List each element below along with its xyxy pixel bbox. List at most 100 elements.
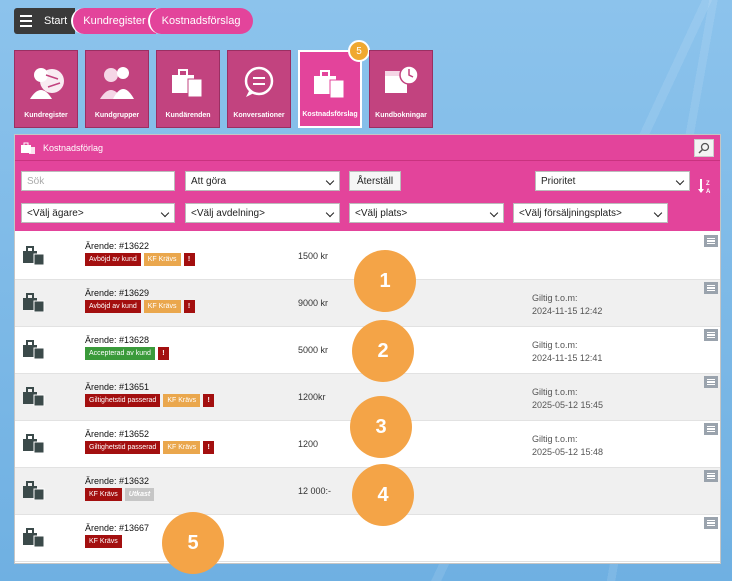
alert-badge: ! [183, 300, 195, 313]
briefcase-docs-icon [314, 70, 345, 99]
chat-bubble-icon [244, 66, 274, 97]
briefcase-icon [23, 528, 45, 547]
status-badges: KF Krävs Utkast [85, 488, 155, 501]
tile-label: Kundärenden [165, 112, 211, 119]
amount: 1500 kr [298, 251, 329, 261]
case-title: Ärende: #13628 [85, 335, 150, 345]
valid-label: Giltig t.o.m: [532, 293, 578, 303]
svg-text:Z: Z [706, 181, 710, 187]
svg-text:A: A [706, 189, 711, 195]
valid-until: Giltig t.o.m: 2024-11-15 12:41 [532, 339, 602, 365]
briefcase-docs-icon [172, 69, 203, 98]
search-placeholder: Sök [27, 175, 45, 187]
kf-badge: KF Krävs [163, 441, 201, 454]
briefcase-icon [23, 481, 45, 500]
briefcase-icon [21, 142, 35, 154]
case-title: Ärende: #13651 [85, 382, 150, 392]
valid-date: 2024-11-15 12:42 [532, 306, 603, 316]
kf-badge: KF Krävs [85, 535, 122, 548]
reset-button[interactable]: Återställ [349, 171, 401, 191]
calendar-clock-icon [385, 65, 419, 93]
owner-select[interactable]: <Välj ägare> [21, 203, 175, 223]
draft-badge: Utkast [124, 488, 155, 501]
panel-header: Kostnadsförlag Sök Att göra Återställ Pr… [15, 135, 720, 231]
alert-badge: ! [203, 394, 215, 407]
briefcase-icon [23, 434, 45, 453]
amount: 1200kr [298, 392, 326, 402]
row-menu-icon[interactable] [704, 423, 718, 435]
module-tiles: Kundregister Kundgrupper Kundärenden Kon… [14, 40, 433, 128]
tile-kundarenden[interactable]: Kundärenden [156, 50, 220, 128]
valid-date: 2024-11-15 12:41 [532, 353, 603, 363]
status-badges: Giltighetstid passerad KF Krävs ! [85, 394, 215, 407]
panel-title-bar: Kostnadsförlag [15, 135, 720, 161]
kf-badge: KF Krävs [143, 253, 181, 266]
status-select[interactable]: Att göra [185, 171, 340, 191]
valid-until: Giltig t.o.m: 2025-05-12 15:48 [532, 433, 603, 459]
search-toggle-button[interactable] [694, 139, 714, 157]
briefcase-icon [23, 246, 45, 265]
row-menu-icon[interactable] [704, 376, 718, 388]
briefcase-icon [23, 340, 45, 359]
breadcrumb: Start Kundregister Kostnadsförslag [14, 8, 253, 34]
row-menu-icon[interactable] [704, 470, 718, 482]
callout-5: 5 [162, 512, 224, 574]
amount: 1200 [298, 439, 319, 449]
notification-badge: 5 [348, 40, 370, 62]
panel-title: Kostnadsförlag [43, 142, 104, 153]
tile-kundgrupper[interactable]: Kundgrupper [85, 50, 149, 128]
briefcase-icon [23, 387, 45, 406]
amount: 12 000:- [298, 486, 332, 496]
valid-until: Giltig t.o.m: 2024-11-15 12:42 [532, 292, 602, 318]
callout-1: 1 [354, 250, 416, 312]
briefcase-icon [23, 293, 45, 312]
valid-label: Giltig t.o.m: [532, 340, 578, 350]
callout-2: 2 [352, 320, 414, 382]
tile-label: Kundgrupper [94, 112, 140, 119]
tile-kundregister[interactable]: Kundregister [14, 50, 78, 128]
case-title: Ärende: #13632 [85, 476, 150, 486]
status-badge: Accepterad av kund [85, 347, 155, 360]
tile-label: Kundregister [24, 112, 68, 119]
salespoint-select[interactable]: <Välj försäljningsplats> [513, 203, 668, 223]
hamburger-menu-icon[interactable] [14, 8, 38, 34]
breadcrumb-kostnadsforslag[interactable]: Kostnadsförslag [147, 8, 253, 34]
department-select[interactable]: <Välj avdelning> [185, 203, 340, 223]
kf-badge: KF Krävs [85, 488, 122, 501]
valid-date: 2025-05-12 15:45 [532, 400, 604, 410]
search-input[interactable]: Sök [21, 171, 175, 191]
tile-label: Konversationer [233, 112, 285, 119]
row-menu-icon[interactable] [704, 282, 718, 294]
status-badge: Avböjd av kund [85, 253, 141, 266]
sort-desc-icon[interactable]: Z A [697, 177, 715, 195]
alert-badge: ! [157, 347, 169, 360]
status-badge: Giltighetstid passerad [85, 394, 161, 407]
tile-kostnadsforslag[interactable]: Kostnadsförslag 5 [298, 40, 370, 128]
valid-label: Giltig t.o.m: [532, 434, 578, 444]
priority-select[interactable]: Prioritet [535, 171, 690, 191]
person-globe-icon [30, 68, 64, 99]
tile-kundbokningar[interactable]: Kundbokningar [369, 50, 433, 128]
valid-date: 2025-05-12 15:48 [532, 447, 604, 457]
amount: 5000 kr [298, 345, 329, 355]
valid-until: Giltig t.o.m: 2025-05-12 15:45 [532, 386, 603, 412]
case-title: Ärende: #13622 [85, 241, 150, 251]
location-select[interactable]: <Välj plats> [349, 203, 504, 223]
callout-4: 4 [352, 464, 414, 526]
row-menu-icon[interactable] [704, 329, 718, 341]
case-title: Ärende: #13629 [85, 288, 150, 298]
status-badge: Avböjd av kund [85, 300, 141, 313]
status-badges: Avböjd av kund KF Krävs ! [85, 253, 195, 266]
row-menu-icon[interactable] [704, 517, 718, 529]
row-menu-icon[interactable] [704, 235, 718, 247]
alert-badge: ! [183, 253, 195, 266]
amount: 9000 kr [298, 298, 329, 308]
tile-konversationer[interactable]: Konversationer [227, 50, 291, 128]
list-item[interactable]: Ärende: #13667 KF Krävs [15, 515, 720, 562]
group-people-icon [100, 67, 134, 99]
breadcrumb-kundregister[interactable]: Kundregister [71, 8, 156, 34]
status-badge: Giltighetstid passerad [85, 441, 161, 454]
alert-badge: ! [203, 441, 215, 454]
valid-label: Giltig t.o.m: [532, 387, 578, 397]
breadcrumb-start[interactable]: Start [38, 8, 76, 34]
